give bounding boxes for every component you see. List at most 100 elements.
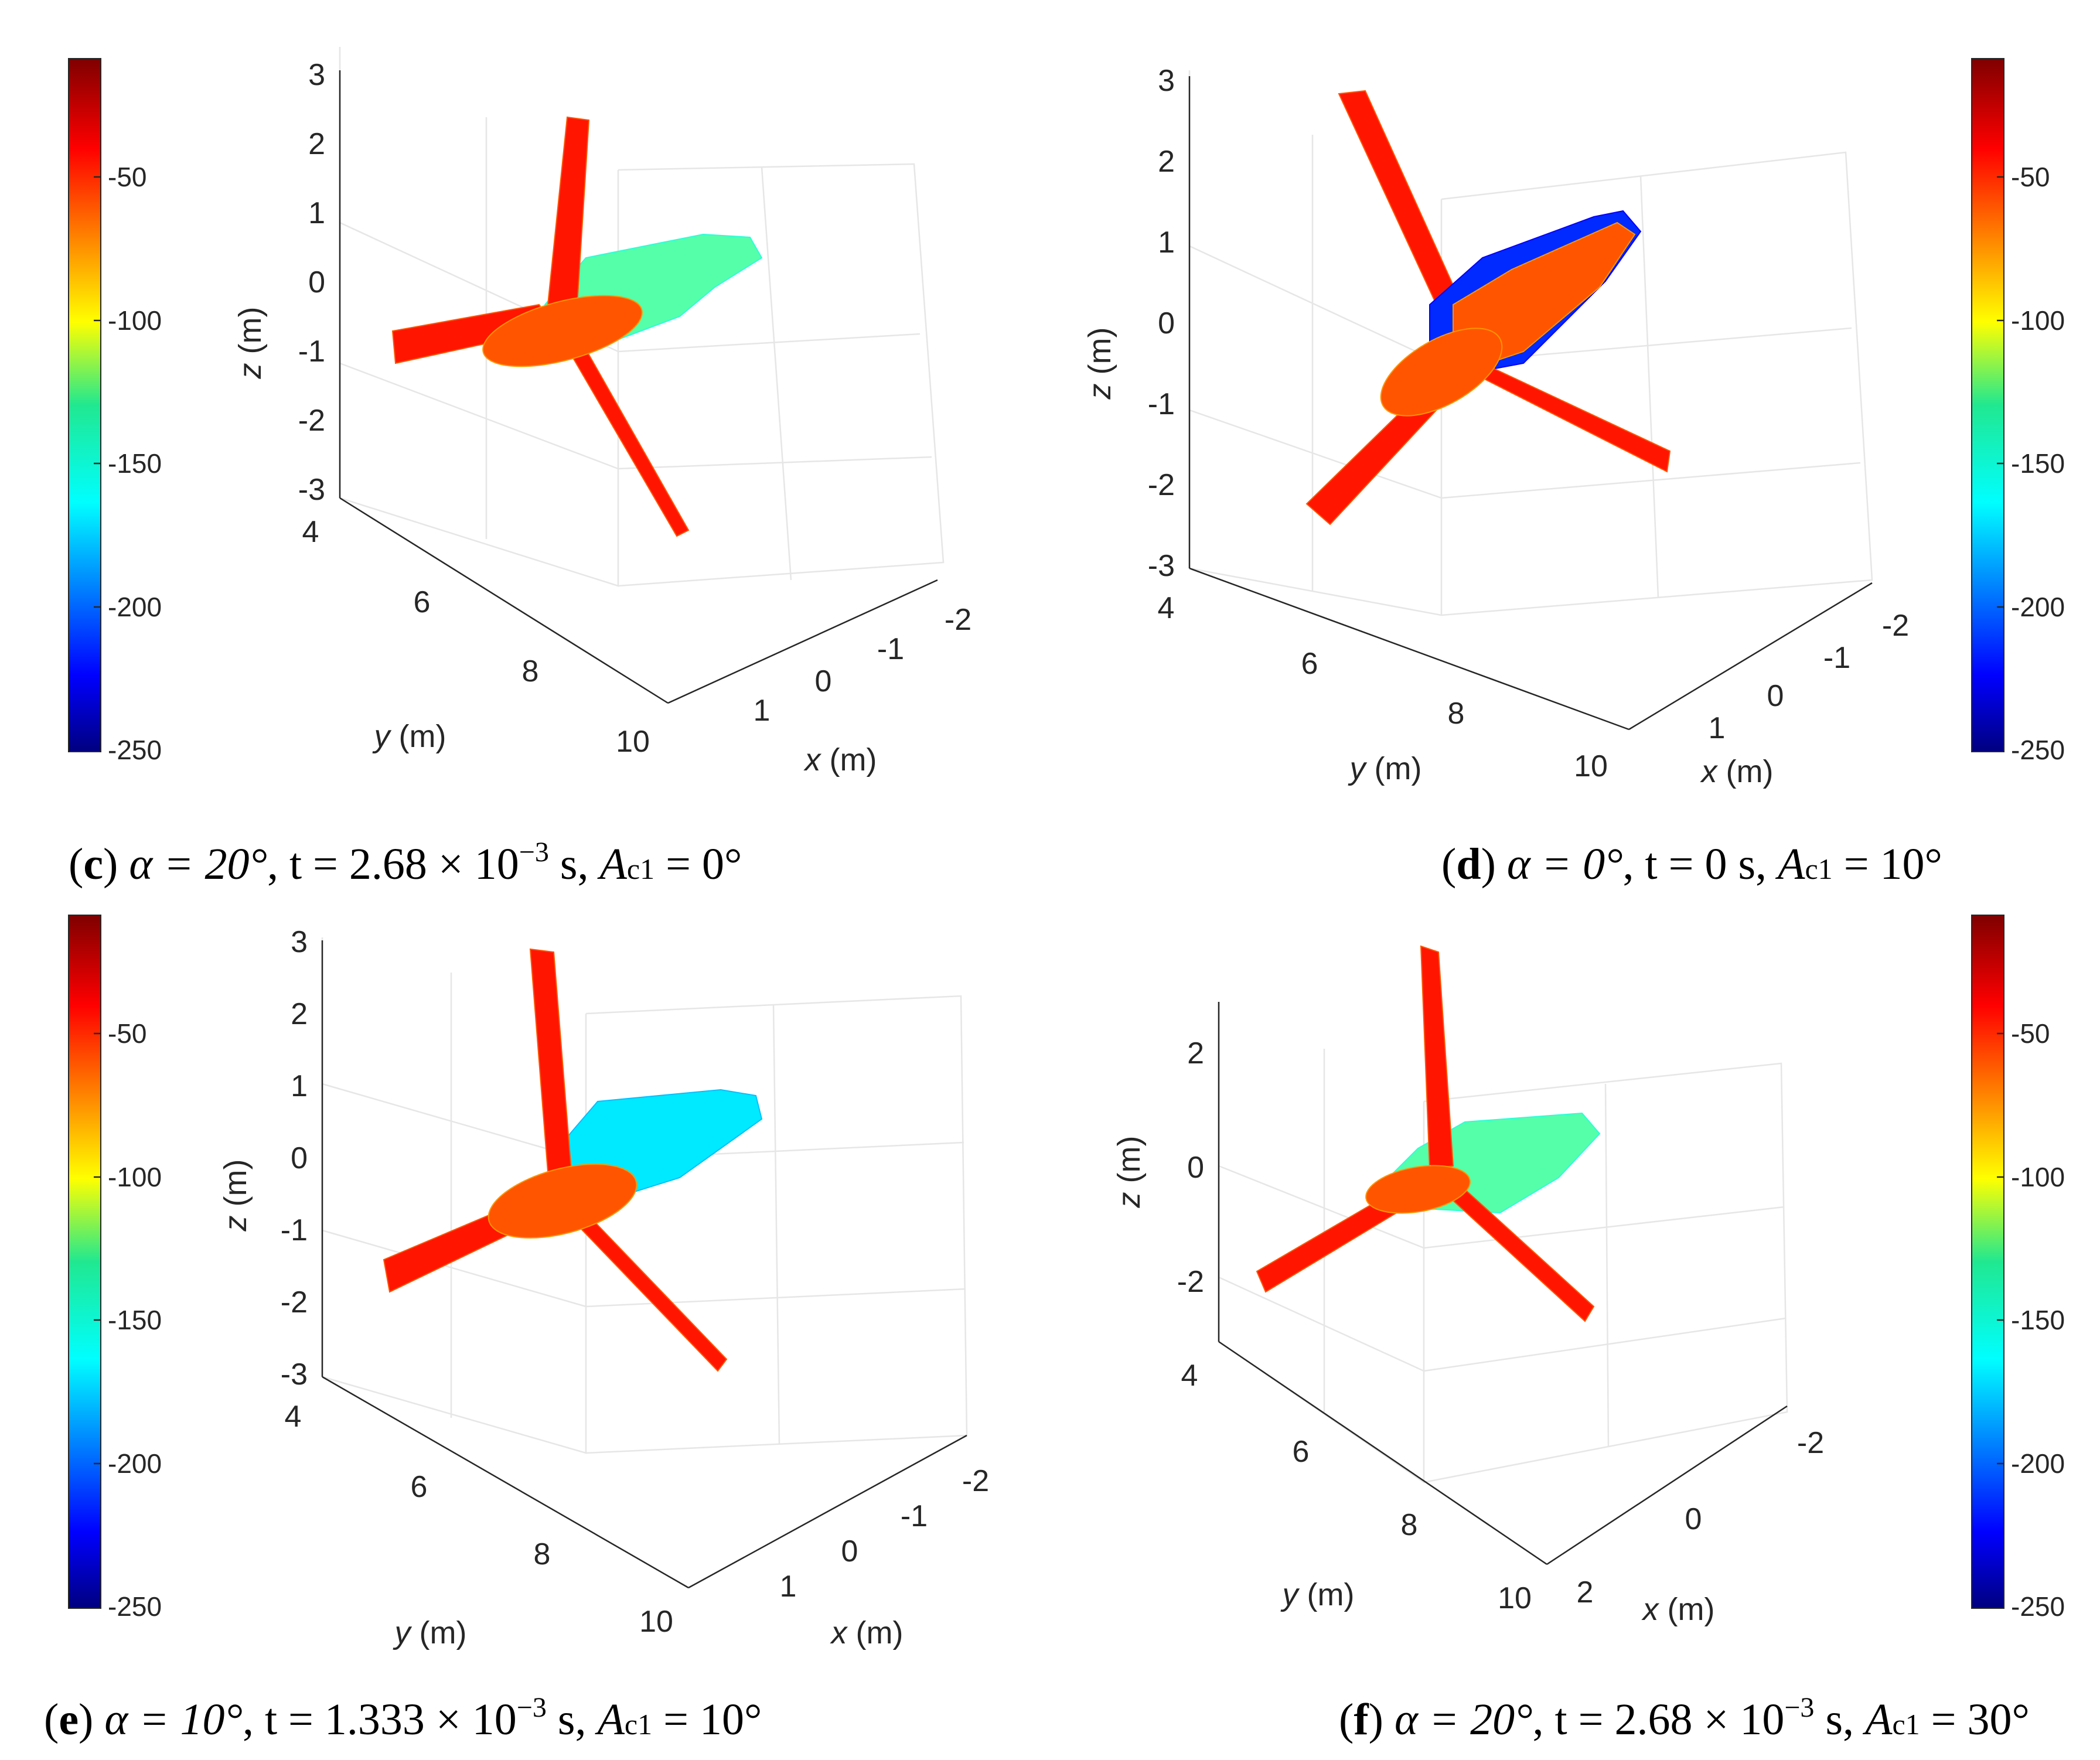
colorbar-d-bar <box>1971 58 2004 752</box>
z-tick: 0 <box>291 1141 308 1175</box>
x-axis-label-f: x (m) <box>1641 1592 1715 1627</box>
y-tick: 6 <box>1301 647 1318 681</box>
x-tick: 0 <box>1767 679 1784 713</box>
colorbar-f-tick: -250 <box>2011 1591 2065 1622</box>
colorbar-c-tick: -150 <box>108 448 162 479</box>
z-tick: 2 <box>1158 145 1175 179</box>
colorbar-c-ticks: -50 -100 -150 -200 -250 <box>94 162 162 765</box>
x-tick: 1 <box>1709 711 1726 745</box>
colorbar-c: -50 -100 -150 -200 -250 <box>68 58 162 765</box>
turbine-f <box>1256 945 1601 1322</box>
x-axis-label-d: x (m) <box>1700 754 1774 789</box>
z-tick: 2 <box>291 997 308 1031</box>
z-tick: -3 <box>281 1357 308 1391</box>
colorbar-e: -50 -100 -150 -200 -250 <box>68 915 162 1622</box>
colorbar-c-tick: -200 <box>108 592 162 622</box>
panel-d: -50 -100 -150 -200 -250 3 2 1 0 -1 -2 -3… <box>1082 58 2065 889</box>
x-tick: -1 <box>877 632 904 666</box>
z-tick: 3 <box>291 925 308 959</box>
axes-box-f <box>1218 1002 1788 1565</box>
x-ticks-d: -2 -1 0 1 <box>1709 609 1910 745</box>
blade-right-e <box>570 1212 728 1372</box>
panel-f: -50 -100 -150 -200 -250 2 0 -2 4 6 8 10 <box>1112 915 2065 1744</box>
colorbar-f-tick: -150 <box>2011 1305 2065 1335</box>
y-tick: 8 <box>534 1537 551 1571</box>
z-tick: -2 <box>1148 468 1175 502</box>
z-tick: 3 <box>1158 64 1175 98</box>
z-tick: 1 <box>291 1069 308 1103</box>
z-tick: 0 <box>1158 306 1175 340</box>
colorbar-e-tick: -150 <box>108 1305 162 1335</box>
colorbar-d-tick: -200 <box>2011 592 2065 622</box>
x-tick: -2 <box>962 1464 989 1498</box>
caption-c: (c) α = 20°, t = 2.68 × 10−3 s, Ac1 = 0° <box>69 837 742 889</box>
colorbar-d-tick: -150 <box>2011 448 2065 479</box>
x-tick: 1 <box>754 694 771 728</box>
y-axis-label-d: y (m) <box>1348 751 1422 786</box>
y-axis-label-f: y (m) <box>1280 1577 1355 1612</box>
colorbar-e-tick: -250 <box>108 1591 162 1622</box>
blade-right-f <box>1446 1188 1595 1322</box>
z-tick: 1 <box>308 196 325 230</box>
y-tick: 4 <box>302 515 319 549</box>
z-tick: -2 <box>281 1285 308 1319</box>
z-tick: 3 <box>308 58 325 92</box>
colorbar-c-tick: -250 <box>108 735 162 765</box>
z-tick: -1 <box>281 1213 308 1247</box>
colorbar-f-tick: -200 <box>2011 1448 2065 1479</box>
panel-c: -50 -100 -150 -200 -250 3 2 1 0 -1 -2 <box>68 47 971 889</box>
y-axis-label-e: y (m) <box>393 1615 467 1650</box>
colorbar-d-tick: -250 <box>2011 735 2065 765</box>
colorbar-e-tick: -100 <box>108 1162 162 1192</box>
y-tick: 4 <box>1158 591 1175 625</box>
x-tick: -2 <box>1797 1426 1824 1460</box>
y-tick: 6 <box>414 585 431 619</box>
colorbar-d-tick: -100 <box>2011 305 2065 336</box>
hub-e <box>488 1164 638 1239</box>
z-ticks-d: 3 2 1 0 -1 -2 -3 <box>1148 64 1175 583</box>
panel-e: -50 -100 -150 -200 -250 3 2 1 0 -1 -2 -3… <box>44 915 989 1744</box>
y-tick: 10 <box>639 1605 673 1639</box>
turbine-c <box>391 116 763 537</box>
z-tick: 1 <box>1158 226 1175 260</box>
z-tick: 0 <box>308 265 325 299</box>
colorbar-f-tick: -50 <box>2011 1018 2050 1049</box>
x-axis-label-c: x (m) <box>803 742 877 777</box>
colorbar-d-tick: -50 <box>2011 162 2050 192</box>
z-tick: -3 <box>298 473 325 507</box>
x-tick: 0 <box>841 1534 858 1568</box>
y-ticks-e: 4 6 8 10 <box>285 1400 673 1639</box>
blade-right-c <box>561 333 690 537</box>
z-tick: 2 <box>308 127 325 161</box>
x-tick: 1 <box>780 1570 797 1604</box>
z-tick: 2 <box>1187 1036 1204 1070</box>
x-tick: -1 <box>1823 641 1850 675</box>
y-tick: 8 <box>522 654 539 688</box>
turbine-d <box>1305 90 1671 526</box>
y-ticks-d: 4 6 8 10 <box>1158 591 1608 783</box>
colorbar-c-tick: -50 <box>108 162 146 192</box>
caption-e: (e) α = 10°, t = 1.333 × 10−3 s, Ac1 = 1… <box>44 1692 762 1744</box>
z-axis-label-e: z (m) <box>218 1159 253 1232</box>
axes-box-c <box>339 47 945 704</box>
blade-top-e <box>529 948 572 1172</box>
y-ticks-c: 4 6 8 10 <box>302 515 650 759</box>
colorbar-c-bar <box>68 58 101 752</box>
z-tick: -1 <box>1148 387 1175 421</box>
turbine-e <box>383 948 763 1372</box>
y-tick: 6 <box>1293 1435 1310 1469</box>
x-ticks-f: -2 0 2 <box>1577 1426 1825 1609</box>
x-axis-label-e: x (m) <box>830 1615 904 1650</box>
z-ticks-c: 3 2 1 0 -1 -2 -3 <box>298 58 325 507</box>
z-ticks-f: 2 0 -2 <box>1177 1036 1204 1299</box>
x-ticks-e: -2 -1 0 1 <box>780 1464 990 1604</box>
z-tick: -2 <box>1177 1265 1204 1299</box>
z-axis-label-f: z (m) <box>1112 1136 1147 1209</box>
blade-top-f <box>1420 945 1454 1170</box>
x-tick: -2 <box>945 603 971 637</box>
z-tick: -3 <box>1148 549 1175 583</box>
caption-f: (f) α = 20°, t = 2.68 × 10−3 s, Ac1 = 30… <box>1339 1692 2030 1744</box>
hub-d <box>1380 328 1503 417</box>
axes-box-e <box>321 937 968 1589</box>
z-tick: -1 <box>298 335 325 369</box>
